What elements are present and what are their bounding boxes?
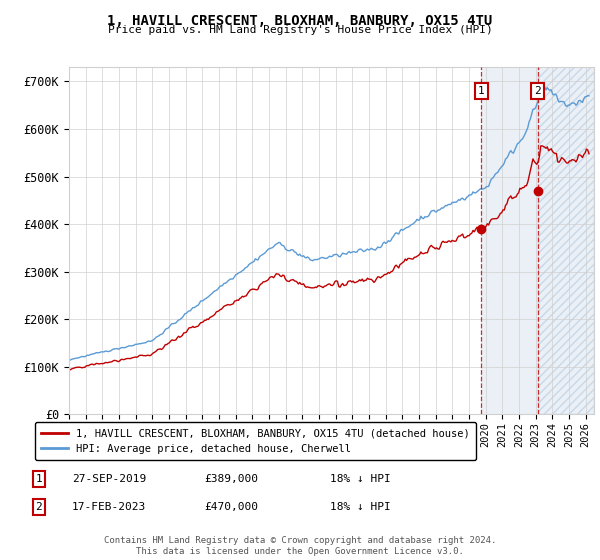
Text: 1, HAVILL CRESCENT, BLOXHAM, BANBURY, OX15 4TU: 1, HAVILL CRESCENT, BLOXHAM, BANBURY, OX… [107,14,493,28]
Text: 1: 1 [35,474,43,484]
Text: 2: 2 [35,502,43,512]
Text: £470,000: £470,000 [204,502,258,512]
Bar [538,67,594,414]
Text: Price paid vs. HM Land Registry's House Price Index (HPI): Price paid vs. HM Land Registry's House … [107,25,493,35]
Text: 18% ↓ HPI: 18% ↓ HPI [330,474,391,484]
Text: 27-SEP-2019: 27-SEP-2019 [72,474,146,484]
Bar [481,67,594,414]
Text: 1: 1 [478,86,485,96]
Text: 18% ↓ HPI: 18% ↓ HPI [330,502,391,512]
Text: £389,000: £389,000 [204,474,258,484]
Text: Contains HM Land Registry data © Crown copyright and database right 2024.
This d: Contains HM Land Registry data © Crown c… [104,536,496,556]
Legend: 1, HAVILL CRESCENT, BLOXHAM, BANBURY, OX15 4TU (detached house), HPI: Average pr: 1, HAVILL CRESCENT, BLOXHAM, BANBURY, OX… [35,422,476,460]
Text: 17-FEB-2023: 17-FEB-2023 [72,502,146,512]
Text: 2: 2 [534,86,541,96]
